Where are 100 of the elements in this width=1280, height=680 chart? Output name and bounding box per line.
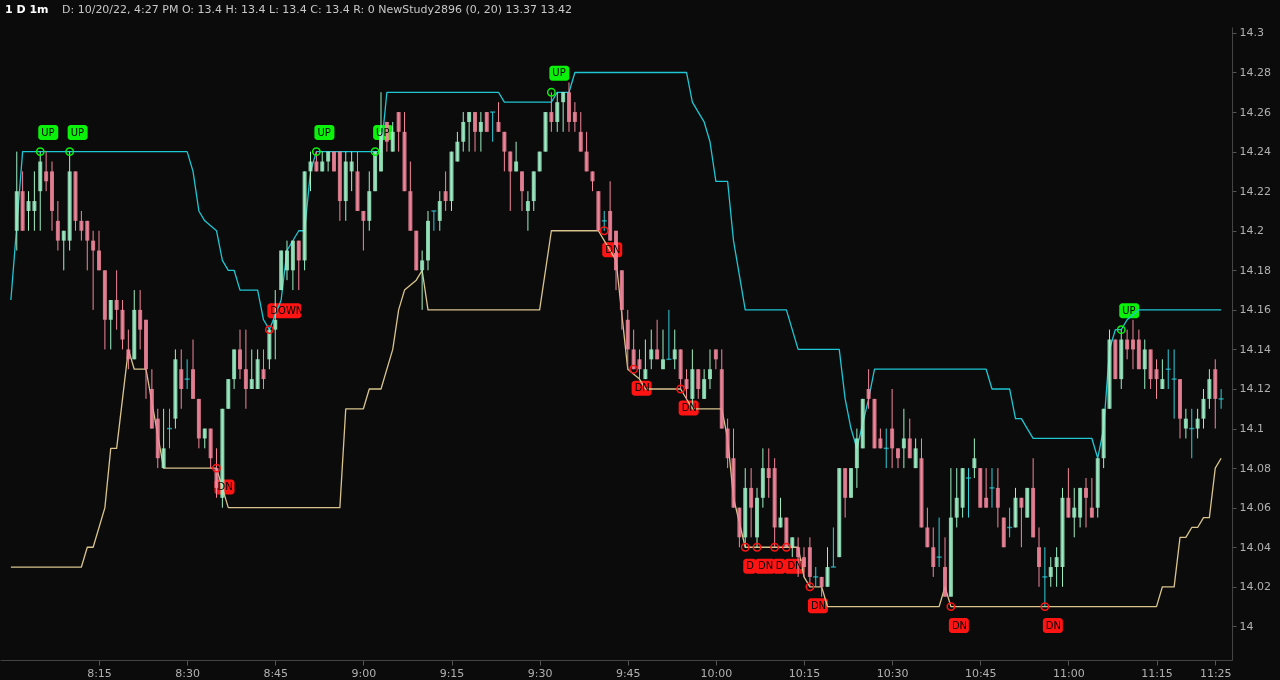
candlestick [684, 368, 689, 400]
candlestick [901, 408, 906, 469]
candlestick [55, 200, 60, 252]
point [370, 147, 380, 157]
candlestick [437, 190, 442, 232]
candlestick [1130, 319, 1135, 370]
candlestick [1160, 358, 1165, 390]
candlestick [931, 526, 936, 578]
x-tick-label: 9:30 [527, 666, 553, 680]
data-label: UP [317, 126, 331, 138]
x-tick-label: 9:00 [351, 666, 377, 680]
candlestick [361, 210, 366, 252]
candlestick [972, 437, 977, 479]
candlestick [1066, 467, 1071, 519]
point [264, 325, 274, 335]
candlestick [584, 131, 589, 172]
point [35, 147, 45, 157]
candlestick [672, 329, 677, 370]
point [629, 364, 639, 374]
x-tick-label: 8:30 [175, 666, 200, 680]
candlestick [866, 368, 871, 410]
candlestick [1037, 526, 1042, 588]
data-label: UP [1122, 304, 1136, 316]
point [770, 542, 780, 552]
candlestick [590, 170, 595, 192]
x-tick-label: 9:15 [439, 666, 465, 680]
candlestick [749, 467, 754, 538]
candlestick [995, 467, 1000, 528]
point [781, 542, 791, 552]
candlestick [91, 230, 96, 311]
candlestick [478, 111, 483, 153]
candlestick [655, 319, 660, 360]
candlestick [984, 467, 989, 509]
candlestick [572, 101, 577, 133]
data-label: UP [376, 126, 390, 138]
candlestick [184, 358, 190, 390]
y-tick-label: 14.04 [1239, 540, 1271, 554]
candlestick [1165, 348, 1171, 390]
candlestick [396, 111, 401, 153]
data-label: DN [758, 560, 774, 572]
candlestick [578, 111, 583, 153]
candlestick [473, 111, 478, 153]
candlestick [114, 269, 119, 331]
candlestick [925, 507, 930, 548]
data-label: UP [552, 67, 566, 79]
candlestick [896, 447, 901, 469]
point [311, 147, 321, 157]
y-tick-label: 14.18 [1239, 263, 1271, 277]
point [65, 147, 75, 157]
candlestick [443, 170, 448, 212]
x-tick-label: 9:45 [615, 666, 641, 680]
candlestick [766, 447, 771, 499]
candlestick [308, 151, 313, 192]
candlestick [138, 289, 143, 350]
y-tick-label: 14.28 [1239, 66, 1271, 79]
candlestick [490, 111, 496, 143]
candlestick [108, 299, 113, 350]
candlestick [1019, 497, 1024, 548]
candlestick [420, 250, 425, 311]
candlestick [1183, 408, 1188, 439]
candlestick [790, 536, 795, 558]
y-tick-label: 14.22 [1239, 184, 1271, 198]
x-tick-label: 11:00 [1053, 666, 1085, 680]
x-tick-label: 8:45 [263, 666, 289, 680]
y-tick-label: 14.02 [1239, 580, 1271, 594]
candlestick [1084, 477, 1088, 528]
candlestick [966, 467, 972, 519]
candlestick [79, 210, 84, 242]
point [752, 542, 762, 552]
candlestick [502, 131, 507, 172]
candlestick [802, 546, 806, 578]
candlestick [431, 210, 437, 232]
candlestick [561, 91, 566, 133]
candlestick [1154, 358, 1159, 400]
candlestick [825, 546, 830, 588]
candlestick [702, 368, 707, 400]
candlestick [813, 566, 819, 588]
data-label: UP [41, 126, 55, 138]
candlestick [390, 121, 395, 153]
candlestick [649, 329, 654, 370]
data-label: DN [1045, 619, 1062, 631]
candlestick [890, 388, 895, 469]
candlestick [661, 329, 666, 370]
data-label: D [775, 560, 784, 572]
candlestick [467, 111, 472, 153]
candlestick [261, 348, 266, 390]
candlestick [238, 329, 243, 380]
candlestick [61, 230, 66, 271]
candlestick [1072, 487, 1077, 538]
candlestick [1195, 408, 1200, 439]
y-tick-label: 14.24 [1239, 145, 1271, 159]
point [1116, 325, 1126, 335]
candlestick [1048, 556, 1053, 588]
data-label: D [746, 560, 755, 572]
y-tick-label: 14.1 [1239, 422, 1264, 436]
point [805, 582, 815, 592]
candlestick [461, 111, 466, 153]
x-tick-label: 8:15 [87, 666, 112, 680]
candlestick [296, 240, 301, 291]
y-tick-label: 14.08 [1239, 461, 1271, 475]
